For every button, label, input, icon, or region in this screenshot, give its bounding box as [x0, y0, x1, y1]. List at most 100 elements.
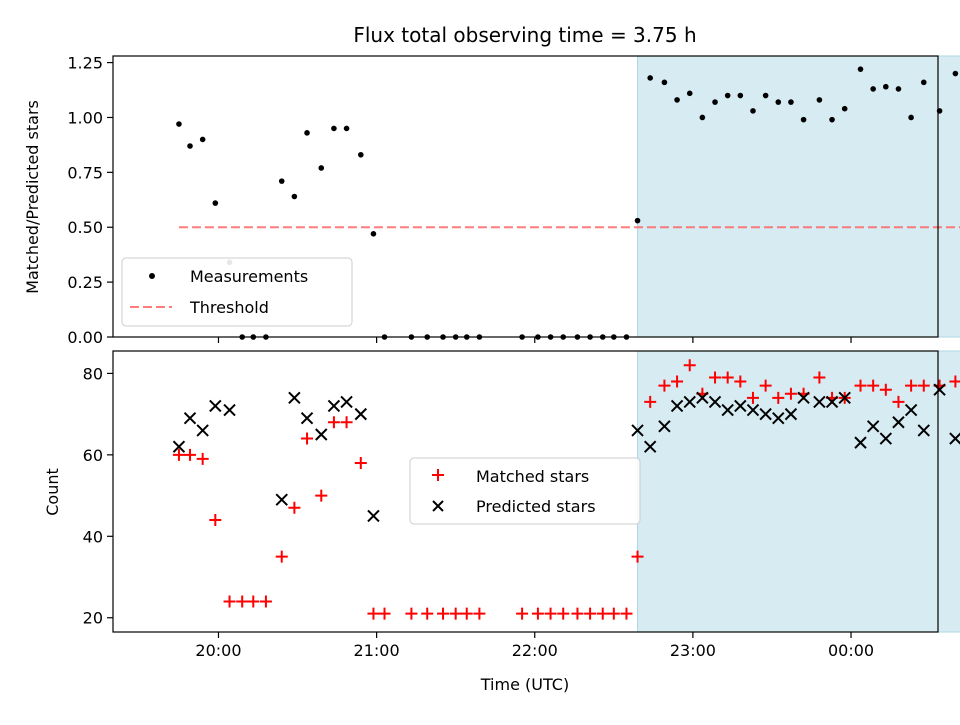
- predicted-points: [172, 383, 960, 523]
- matched-point: [196, 452, 209, 465]
- measurement-point: [737, 92, 744, 99]
- x-tick-label: 22:00: [512, 641, 558, 660]
- matched-point: [247, 595, 260, 608]
- measurement-point: [750, 108, 756, 114]
- matched-point: [315, 489, 328, 502]
- matched-point: [854, 379, 867, 392]
- matched-point: [683, 359, 696, 372]
- matched-point: [784, 387, 797, 400]
- predicted-point: [183, 411, 197, 425]
- bottom-legend: Matched stars Predicted stars: [409, 457, 641, 525]
- predicted-point: [917, 424, 930, 437]
- y-tick-label: 0.50: [67, 218, 103, 237]
- x-tick-label: 23:00: [670, 641, 716, 660]
- measurement-point: [331, 125, 337, 132]
- measurement-point: [674, 97, 680, 103]
- matched-point: [671, 375, 684, 388]
- measurement-point: [304, 130, 310, 136]
- matched-point: [531, 607, 544, 620]
- measurement-point: [686, 90, 693, 97]
- predicted-point: [340, 395, 353, 409]
- legend-threshold-label: Threshold: [189, 298, 269, 317]
- measurement-point: [870, 86, 876, 92]
- predicted-point: [933, 383, 946, 396]
- predicted-point: [721, 403, 734, 417]
- predicted-point: [734, 399, 747, 413]
- predicted-point: [696, 391, 709, 405]
- top-y-ticks: 0.00 0.25 0.50 0.75 1.00 1.25: [67, 54, 113, 347]
- measurement-point: [699, 114, 706, 121]
- predicted-point: [658, 420, 671, 433]
- measurement-point: [829, 116, 835, 123]
- matched-point: [301, 432, 314, 445]
- predicted-point: [327, 399, 341, 413]
- measurement-point: [187, 143, 193, 149]
- measurement-point: [841, 105, 848, 112]
- y-tick-label: 0.00: [67, 328, 103, 347]
- y-tick-label: 0.25: [67, 273, 103, 292]
- matched-point: [275, 550, 288, 563]
- predicted-point: [354, 407, 368, 421]
- measurement-point: [788, 99, 794, 105]
- y-tick-label: 20: [83, 609, 103, 628]
- predicted-point: [772, 411, 785, 425]
- top-legend: Measurements Threshold: [121, 257, 353, 327]
- predicted-point: [670, 399, 684, 413]
- measurement-point: [661, 79, 668, 86]
- matched-point: [892, 395, 905, 408]
- matched-point: [449, 607, 462, 620]
- y-tick-label: 60: [83, 446, 103, 465]
- matched-point: [949, 375, 960, 388]
- predicted-point: [209, 399, 222, 413]
- matched-points: [172, 359, 960, 620]
- matched-point: [473, 607, 486, 620]
- x-tick-label: 21:00: [354, 641, 400, 660]
- measurement-point: [343, 125, 350, 132]
- measurement-point: [370, 231, 377, 237]
- matched-point: [209, 514, 222, 527]
- measurement-point: [762, 92, 769, 99]
- measurement-point: [318, 165, 325, 171]
- predicted-point: [288, 391, 301, 405]
- matched-point: [288, 501, 301, 514]
- predicted-point: [300, 411, 314, 425]
- bottom-y-axis-label: Count: [43, 468, 62, 516]
- predicted-point: [813, 395, 826, 409]
- legend-predicted-marker: [432, 500, 444, 512]
- legend-measurements-label: Measurements: [190, 267, 308, 286]
- matched-point: [557, 607, 570, 620]
- matched-point: [905, 379, 918, 392]
- y-tick-label: 1.25: [67, 54, 103, 73]
- measurement-point: [199, 136, 206, 143]
- matched-point: [813, 371, 826, 384]
- x-tick-label: 20:00: [195, 641, 241, 660]
- predicted-point: [367, 509, 380, 523]
- y-tick-label: 1.00: [67, 108, 103, 127]
- matched-point: [867, 379, 880, 392]
- predicted-point: [172, 440, 186, 453]
- top-y-axis-label: Matched/Predicted stars: [23, 100, 42, 294]
- predicted-point: [315, 428, 328, 441]
- predicted-point: [196, 424, 209, 437]
- legend-matched-label: Matched stars: [476, 467, 589, 486]
- predicted-point: [797, 391, 810, 405]
- top-plot-frame: [112, 55, 939, 338]
- legend-predicted-label: Predicted stars: [476, 497, 596, 516]
- predicted-point: [708, 395, 722, 409]
- matched-point: [236, 595, 249, 608]
- measurement-point: [816, 97, 823, 103]
- predicted-point: [223, 403, 236, 417]
- matched-point: [658, 379, 671, 392]
- top-legend-box: [121, 257, 353, 327]
- predicted-point: [904, 403, 918, 417]
- matched-point: [327, 416, 340, 429]
- measurement-points: [176, 66, 959, 340]
- matched-point: [879, 383, 892, 396]
- predicted-point: [746, 403, 760, 417]
- bottom-y-ticks: 20 40 60 80: [83, 364, 113, 628]
- measurement-point: [895, 86, 902, 92]
- legend-matched-marker: [432, 469, 444, 481]
- y-tick-label: 80: [83, 364, 103, 383]
- measurement-point: [857, 66, 864, 72]
- measurement-point: [908, 114, 914, 121]
